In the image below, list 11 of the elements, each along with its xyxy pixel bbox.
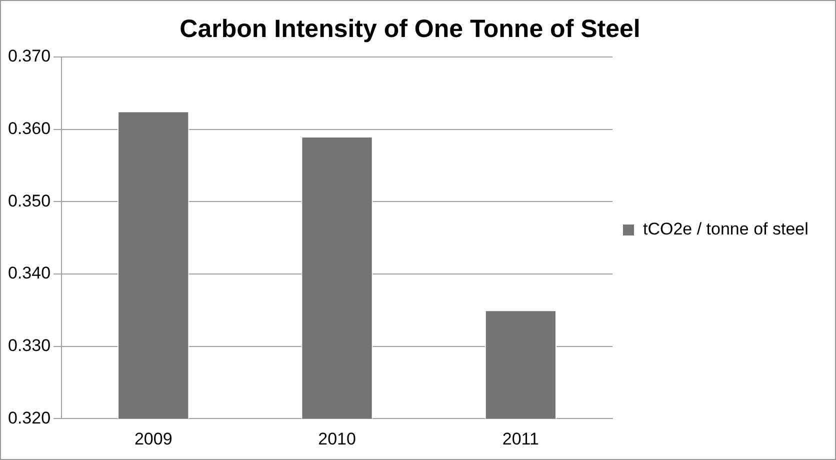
y-tick-label: 0.360	[8, 119, 51, 138]
y-tick-label: 0.320	[8, 408, 51, 428]
x-tick-label: 2011	[502, 429, 539, 448]
y-tick-label: 0.370	[8, 46, 51, 66]
x-tick-label: 2010	[318, 429, 356, 448]
legend-label: tCO2e / tonne of steel	[643, 220, 808, 239]
y-tick-label: 0.330	[8, 336, 51, 355]
x-tick-label: 2009	[134, 429, 172, 448]
y-tick-label: 0.350	[8, 191, 51, 210]
y-tick-label: 0.340	[8, 264, 51, 283]
chart-title: Carbon Intensity of One Tonne of Steel	[180, 14, 640, 43]
